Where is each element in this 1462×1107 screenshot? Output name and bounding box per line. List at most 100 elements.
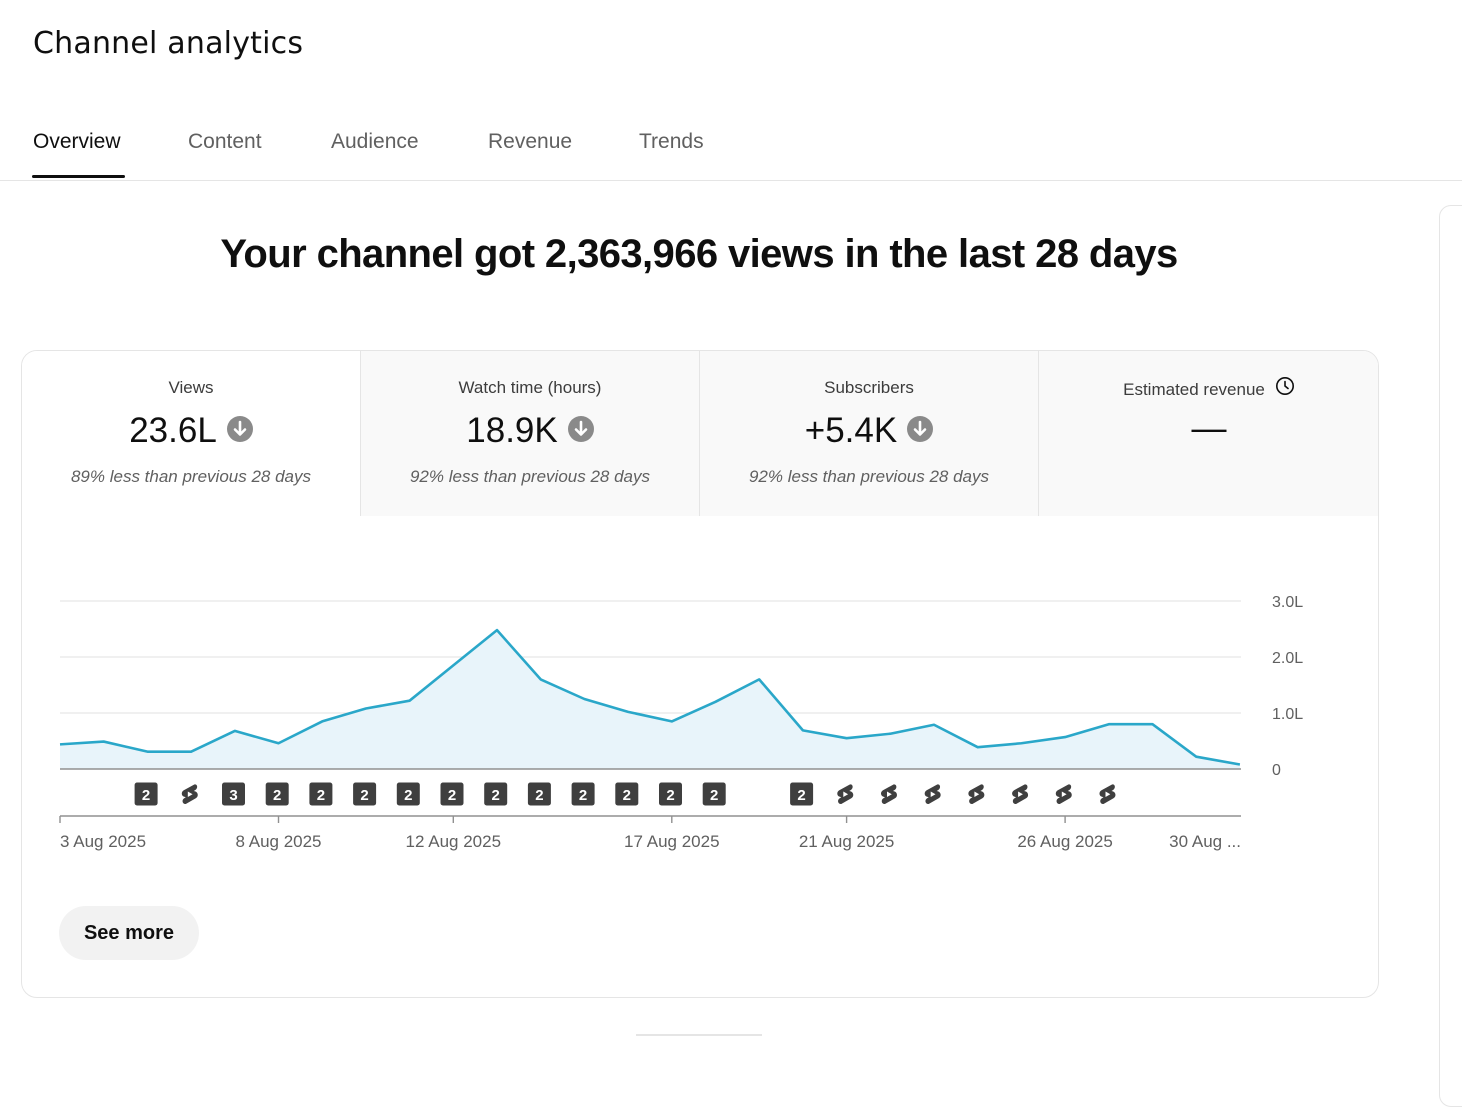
badge-box — [396, 782, 420, 806]
x-tick-label: 21 Aug 2025 — [799, 832, 894, 851]
metric-label: Estimated revenue — [1123, 379, 1265, 399]
shorts-icon — [880, 784, 897, 805]
tab-audience[interactable]: Audience — [331, 130, 419, 153]
tab-revenue[interactable]: Revenue — [488, 130, 573, 153]
upload-count-badge: 2 — [134, 782, 158, 806]
summary-headline: Your channel got 2,363,966 views in the … — [220, 232, 1178, 276]
badge-box — [571, 782, 595, 806]
side-panel — [1439, 205, 1462, 1107]
shorts-icon — [1099, 784, 1116, 805]
views-line — [59, 628, 1241, 766]
y-tick-label: 3.0L — [1272, 594, 1303, 611]
badge-count: 2 — [623, 787, 631, 804]
x-tick-label: 17 Aug 2025 — [624, 832, 719, 851]
y-tick-label: 1.0L — [1272, 706, 1303, 723]
metric-tab-subscribers[interactable]: Subscribers +5.4K 92% less than previous… — [699, 351, 1038, 516]
shorts-icon — [1055, 784, 1072, 805]
shorts-play — [1061, 791, 1067, 797]
shorts-icon — [1012, 784, 1029, 805]
shorts-play — [1105, 791, 1111, 797]
upload-count-badge: 2 — [484, 782, 508, 806]
badge-box — [134, 782, 158, 806]
metric-label: Watch time (hours) — [458, 378, 602, 397]
badge-count: 2 — [797, 787, 805, 804]
badge-box — [790, 782, 814, 806]
shorts-play — [843, 791, 849, 797]
upload-count-badge: 2 — [615, 782, 639, 806]
badge-count: 3 — [229, 787, 237, 804]
badge-count: 2 — [666, 787, 674, 804]
tab-content[interactable]: Content — [188, 130, 262, 153]
badge-count: 2 — [360, 787, 368, 804]
badge-count: 2 — [273, 787, 281, 804]
page-title: Channel analytics — [33, 26, 304, 61]
arrow-down-circle-icon — [907, 415, 934, 442]
badge-box — [702, 782, 726, 806]
badge-box — [353, 782, 377, 806]
metric-value: 18.9K — [466, 410, 558, 450]
shorts-play — [187, 791, 193, 797]
badge-count: 2 — [142, 787, 150, 804]
clock-icon — [1275, 376, 1295, 401]
active-tab-indicator — [32, 175, 125, 178]
badge-box — [309, 782, 333, 806]
metric-value-row: 23.6L — [22, 409, 360, 451]
overview-card: Views 23.6L 89% less than previous 28 da… — [21, 350, 1379, 998]
upload-count-badge: 2 — [440, 782, 464, 806]
tab-overview[interactable]: Overview — [33, 130, 121, 153]
upload-count-badge: 2 — [790, 782, 814, 806]
badge-box — [659, 782, 682, 806]
badge-box — [615, 782, 639, 806]
upload-count-badge: 2 — [659, 782, 682, 806]
badge-count: 2 — [535, 787, 543, 804]
badge-count: 2 — [492, 787, 500, 804]
upload-count-badge: 2 — [527, 782, 551, 806]
shorts-icon — [181, 784, 198, 805]
upload-count-badge: 2 — [309, 782, 333, 806]
shorts-icon — [837, 784, 854, 805]
tab-trends[interactable]: Trends — [639, 130, 704, 153]
x-tick-label: 3 Aug 2025 — [60, 832, 146, 851]
metric-label: Subscribers — [824, 378, 914, 397]
badge-box — [222, 782, 245, 806]
shorts-play — [974, 791, 980, 797]
metric-label-row: Estimated revenue — [1039, 376, 1378, 403]
upload-count-badge: 2 — [353, 782, 377, 806]
metric-value: — — [1191, 409, 1227, 448]
badge-count: 2 — [579, 787, 587, 804]
metric-label: Views — [168, 378, 214, 397]
shorts-icon — [968, 784, 985, 805]
y-tick-label: 0 — [1272, 762, 1281, 779]
badge-box — [527, 782, 551, 806]
x-tick-label: 8 Aug 2025 — [235, 832, 321, 851]
badge-box — [265, 782, 289, 806]
metric-tab-views[interactable]: Views 23.6L 89% less than previous 28 da… — [22, 351, 360, 516]
metric-comparison-note: 89% less than previous 28 days — [70, 467, 312, 486]
metric-value: +5.4K — [804, 410, 898, 450]
upload-count-badge: 2 — [702, 782, 726, 806]
shorts-play — [1018, 791, 1023, 797]
arrow-down-circle-icon — [226, 415, 253, 442]
section-divider — [636, 1034, 762, 1036]
views-chart: 3.0L 2.0L 1.0L 0 2 3 2 2 2 2 2 2 2 2 2 2 2 2 3 Aug 2025 8 A… — [59, 594, 1303, 851]
upload-count-badge: 2 — [396, 782, 420, 806]
badge-count: 2 — [404, 787, 412, 804]
upload-count-badge: 2 — [571, 782, 595, 806]
x-tick-label: 26 Aug 2025 — [1017, 832, 1112, 851]
shorts-icon — [924, 784, 941, 805]
badge-box — [440, 782, 464, 806]
shorts-play — [887, 791, 892, 797]
x-tick-label: 12 Aug 2025 — [406, 832, 501, 851]
metric-comparison-note: 92% less than previous 28 days — [409, 467, 651, 486]
arrow-down-circle-icon — [567, 415, 594, 442]
upload-count-badge: 2 — [265, 782, 289, 806]
shorts-play — [930, 791, 936, 797]
badge-box — [484, 782, 508, 806]
metric-comparison-note: 92% less than previous 28 days — [748, 467, 990, 486]
badge-count: 2 — [448, 787, 456, 804]
metric-tab-watch-time[interactable]: Watch time (hours) 18.9K 92% less than p… — [360, 351, 699, 516]
tab-bar: Overview Content Audience Revenue Trends — [0, 118, 1462, 181]
badge-count: 2 — [317, 787, 325, 804]
see-more-button[interactable]: See more — [59, 906, 199, 960]
metric-tab-estimated-revenue[interactable]: Estimated revenue — — [1038, 351, 1378, 516]
